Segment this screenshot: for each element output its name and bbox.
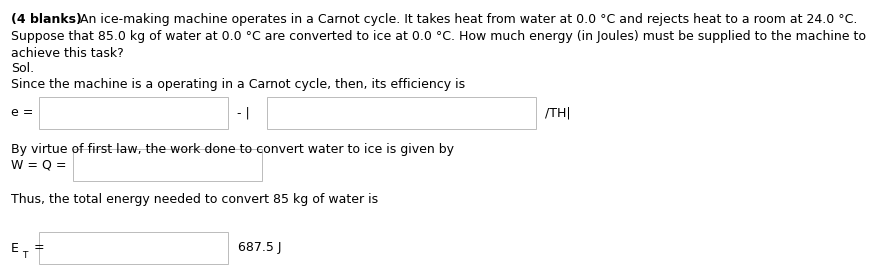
Text: - |: - | [237,106,249,119]
Text: Sol.: Sol. [11,62,34,75]
Text: Since the machine is a operating in a Carnot cycle, then, its efficiency is: Since the machine is a operating in a Ca… [11,78,465,91]
FancyBboxPatch shape [267,97,536,129]
Text: By virtue of first law, the work done to convert water to ice is given by: By virtue of first law, the work done to… [11,143,453,156]
Text: /TH|: /TH| [545,106,571,119]
FancyBboxPatch shape [39,232,228,264]
FancyBboxPatch shape [39,97,228,129]
Text: (4 blanks): (4 blanks) [11,13,82,26]
Text: E: E [11,242,19,255]
Text: Thus, the total energy needed to convert 85 kg of water is: Thus, the total energy needed to convert… [11,193,378,206]
Text: achieve this task?: achieve this task? [11,47,124,60]
Text: T: T [22,251,28,260]
Text: 687.5 J: 687.5 J [238,242,282,255]
FancyBboxPatch shape [73,149,262,181]
Text: W = Q =: W = Q = [11,158,66,171]
Text: Suppose that 85.0 kg of water at 0.0 °C are converted to ice at 0.0 °C. How much: Suppose that 85.0 kg of water at 0.0 °C … [11,30,866,43]
Text: =: = [33,242,44,255]
Text: e =: e = [11,106,33,119]
Text: An ice-making machine operates in a Carnot cycle. It takes heat from water at 0.: An ice-making machine operates in a Carn… [76,13,857,26]
